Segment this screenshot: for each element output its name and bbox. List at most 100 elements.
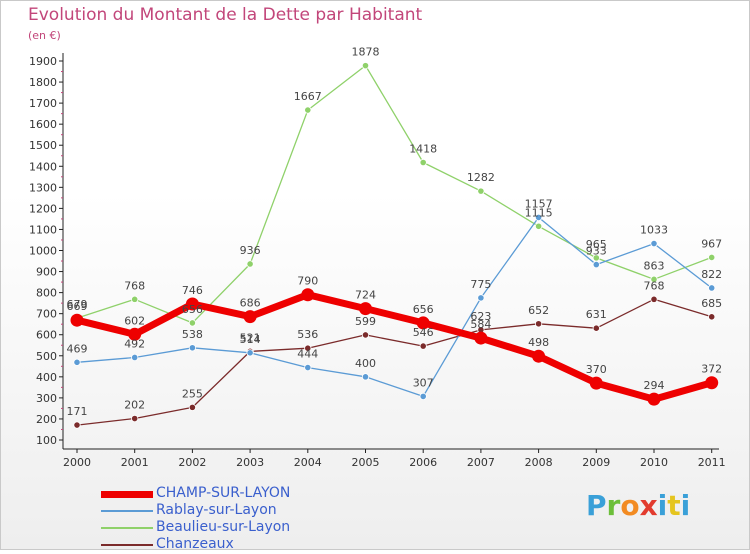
legend-swatch [101, 527, 153, 529]
legend-label: CHAMP-SUR-LAYON [156, 485, 291, 501]
data-label: 536 [297, 328, 318, 341]
x-tick-label: 2011 [698, 456, 726, 469]
chart-title: Evolution du Montant de la Dette par Hab… [28, 5, 423, 25]
data-label: 255 [182, 387, 203, 400]
data-point [592, 261, 600, 269]
data-point [361, 331, 370, 339]
data-labels: 669 602 746 686 790 724 656 584 498 370 294 372 469 4… [67, 46, 723, 418]
data-point [131, 414, 139, 423]
x-tick-label: 2007 [467, 456, 495, 469]
y-tick-label: 1100 [29, 223, 57, 236]
data-label: 202 [124, 399, 145, 412]
data-label: 656 [182, 303, 203, 316]
data-point [361, 62, 370, 70]
data-label: 669 [67, 300, 88, 313]
data-label: 492 [124, 337, 145, 350]
y-tick-label: 100 [36, 434, 57, 447]
axes [59, 53, 719, 453]
data-label: 307 [413, 376, 434, 389]
data-label: 967 [701, 237, 722, 250]
data-label: 294 [644, 379, 665, 392]
series-line [76, 64, 713, 324]
y-tick-label: 1700 [29, 97, 57, 110]
data-label: 863 [644, 259, 665, 272]
data-label: 171 [67, 405, 88, 418]
tick-labels: 100 200 300 400 500 600 700 800 900 1000 1100 1200 1… [29, 55, 726, 469]
data-label: 936 [240, 244, 261, 257]
data-point [128, 327, 142, 341]
legend-label: Chanzeaux [156, 536, 234, 552]
data-label: 538 [182, 328, 203, 341]
data-label: 521 [240, 331, 261, 344]
data-point [73, 358, 81, 366]
data-point [534, 320, 543, 328]
data-point [304, 344, 312, 352]
data-label: 602 [124, 314, 145, 327]
data-label: 933 [586, 245, 607, 258]
data-point [419, 342, 427, 350]
series-line [76, 298, 713, 426]
data-point [477, 294, 485, 302]
data-point [188, 344, 196, 352]
logo-letter: P [586, 489, 607, 522]
data-label: 623 [470, 310, 491, 323]
data-label: 790 [297, 275, 318, 288]
legend-swatch [101, 510, 153, 512]
data-label: 965 [586, 238, 607, 251]
y-tick-label: 1000 [29, 245, 57, 258]
data-label: 679 [67, 298, 88, 311]
legend-label: Beaulieu-sur-Layon [156, 519, 291, 535]
data-label: 444 [297, 348, 318, 361]
x-tick-label: 2005 [352, 456, 380, 469]
y-tick-label: 1900 [29, 55, 57, 68]
data-point [650, 275, 658, 283]
data-label: 1033 [640, 224, 668, 237]
data-label: 724 [355, 289, 376, 302]
data-label: 768 [644, 279, 665, 292]
x-tick-label: 2003 [236, 456, 264, 469]
data-label: 599 [355, 315, 376, 328]
series-line [76, 216, 713, 398]
data-label: 546 [413, 326, 434, 339]
x-tick-label: 2001 [121, 456, 149, 469]
data-label: 631 [586, 308, 607, 321]
data-point [301, 288, 315, 302]
y-tick-label: 1600 [29, 118, 57, 131]
data-point [131, 353, 139, 362]
logo-letter: x [639, 489, 658, 522]
data-label: 775 [470, 278, 491, 291]
unit-label: (en €) [28, 29, 61, 42]
data-point [246, 260, 254, 268]
data-point [589, 376, 603, 390]
data-point [419, 158, 427, 167]
data-point [534, 213, 543, 222]
x-tick-label: 2010 [640, 456, 668, 469]
x-tick-label: 2009 [582, 456, 610, 469]
y-tick-label: 1300 [29, 181, 57, 194]
logo-letter: i [680, 489, 691, 522]
y-tick-label: 300 [36, 392, 57, 405]
data-point [73, 421, 81, 429]
data-label: 768 [124, 279, 145, 292]
y-tick-label: 600 [36, 329, 57, 342]
data-label: 584 [470, 318, 491, 331]
data-label: 1115 [525, 206, 553, 219]
y-tick-label: 1400 [29, 160, 57, 173]
data-point [592, 324, 600, 332]
y-tick-label: 200 [36, 413, 57, 426]
data-point [534, 222, 543, 230]
data-point [188, 403, 196, 411]
x-tick-label: 2006 [409, 456, 437, 469]
data-point [246, 349, 254, 357]
data-point [304, 106, 312, 114]
data-label: 469 [67, 342, 88, 355]
data-point [708, 253, 716, 262]
y-tick-label: 400 [36, 371, 57, 384]
legend-swatch [101, 490, 153, 498]
data-point [477, 187, 485, 195]
data-point [243, 310, 257, 324]
x-tick-label: 2000 [63, 456, 91, 469]
data-label: 746 [182, 284, 203, 297]
